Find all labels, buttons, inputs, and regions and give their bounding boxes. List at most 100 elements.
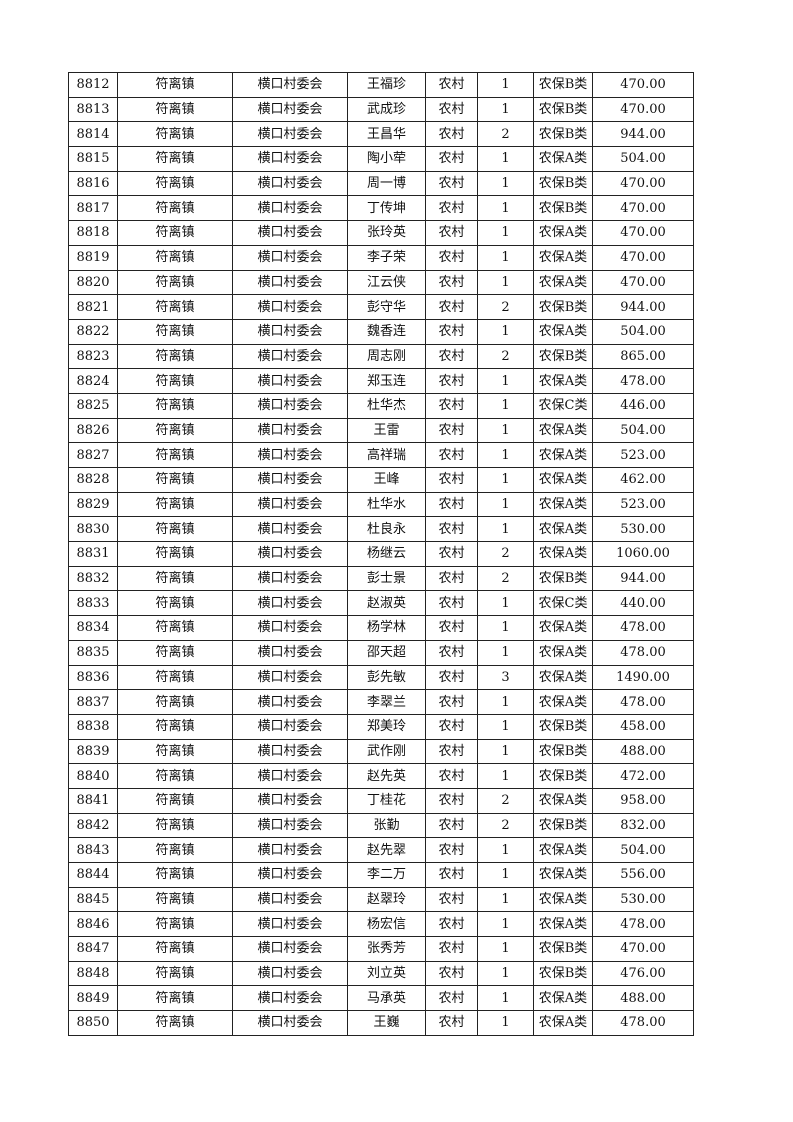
insurance-category-cell: 农保A类: [533, 689, 593, 715]
row-number-cell: 8820: [68, 269, 118, 296]
village-committee-cell: 横口村委会: [232, 269, 348, 296]
village-committee-cell: 横口村委会: [232, 639, 348, 666]
amount-cell: 476.00: [592, 960, 694, 987]
people-count-cell: 2: [477, 294, 534, 320]
village-committee-cell: 横口村委会: [232, 491, 348, 518]
people-count-cell: 1: [477, 96, 534, 123]
row-number-cell: 8850: [68, 1010, 118, 1036]
name-cell: 彭先敏: [347, 664, 426, 691]
table-row: 8816 符离镇 横口村委会 周一博 农村 1 农保B类 470.00: [68, 170, 694, 197]
household-type-cell: 农村: [425, 96, 478, 123]
amount-cell: 530.00: [592, 516, 694, 543]
town-cell: 符离镇: [117, 146, 233, 172]
household-type-cell: 农村: [425, 911, 478, 938]
town-cell: 符离镇: [117, 689, 233, 715]
insurance-category-cell: 农保A类: [533, 615, 593, 641]
row-number-cell: 8830: [68, 516, 118, 543]
town-cell: 符离镇: [117, 244, 233, 271]
village-committee-cell: 横口村委会: [232, 343, 348, 370]
people-count-cell: 3: [477, 664, 534, 691]
table-row: 8846 符离镇 横口村委会 杨宏信 农村 1 农保A类 478.00: [68, 911, 694, 938]
people-count-cell: 1: [477, 146, 534, 172]
town-cell: 符离镇: [117, 812, 233, 839]
name-cell: 丁传坤: [347, 195, 426, 222]
row-number-cell: 8837: [68, 689, 118, 715]
people-count-cell: 1: [477, 960, 534, 987]
town-cell: 符离镇: [117, 516, 233, 543]
people-count-cell: 1: [477, 368, 534, 394]
town-cell: 符离镇: [117, 985, 233, 1012]
table-row: 8815 符离镇 横口村委会 陶小荦 农村 1 农保A类 504.00: [68, 146, 694, 172]
household-type-cell: 农村: [425, 368, 478, 394]
village-committee-cell: 横口村委会: [232, 392, 348, 419]
household-type-cell: 农村: [425, 862, 478, 888]
household-type-cell: 农村: [425, 590, 478, 617]
people-count-cell: 2: [477, 812, 534, 839]
table-row: 8842 符离镇 横口村委会 张勤 农村 2 农保B类 832.00: [68, 812, 694, 839]
name-cell: 武成珍: [347, 96, 426, 123]
row-number-cell: 8832: [68, 565, 118, 592]
household-type-cell: 农村: [425, 960, 478, 987]
village-committee-cell: 横口村委会: [232, 417, 348, 444]
amount-cell: 1060.00: [592, 541, 694, 567]
household-type-cell: 农村: [425, 985, 478, 1012]
name-cell: 彭士景: [347, 565, 426, 592]
people-count-cell: 1: [477, 590, 534, 617]
insurance-category-cell: 农保A类: [533, 787, 593, 814]
household-type-cell: 农村: [425, 220, 478, 246]
table-row: 8820 符离镇 横口村委会 江云侠 农村 1 农保A类 470.00: [68, 269, 694, 296]
household-type-cell: 农村: [425, 72, 478, 98]
household-type-cell: 农村: [425, 738, 478, 765]
household-type-cell: 农村: [425, 442, 478, 468]
household-type-cell: 农村: [425, 121, 478, 148]
name-cell: 周一博: [347, 170, 426, 197]
village-committee-cell: 横口村委会: [232, 318, 348, 345]
people-count-cell: 2: [477, 565, 534, 592]
table-row: 8813 符离镇 横口村委会 武成珍 农村 1 农保B类 470.00: [68, 96, 694, 123]
table-row: 8818 符离镇 横口村委会 张玲英 农村 1 农保A类 470.00: [68, 220, 694, 246]
name-cell: 王雷: [347, 417, 426, 444]
name-cell: 周志刚: [347, 343, 426, 370]
row-number-cell: 8826: [68, 417, 118, 444]
name-cell: 郑玉连: [347, 368, 426, 394]
row-number-cell: 8828: [68, 467, 118, 493]
amount-cell: 478.00: [592, 615, 694, 641]
name-cell: 王巍: [347, 1010, 426, 1036]
household-type-cell: 农村: [425, 170, 478, 197]
table-row: 8850 符离镇 横口村委会 王巍 农村 1 农保A类 478.00: [68, 1010, 694, 1036]
village-committee-cell: 横口村委会: [232, 837, 348, 863]
household-type-cell: 农村: [425, 541, 478, 567]
table-row: 8832 符离镇 横口村委会 彭士景 农村 2 农保B类 944.00: [68, 565, 694, 592]
household-type-cell: 农村: [425, 343, 478, 370]
amount-cell: 470.00: [592, 195, 694, 222]
table-row: 8821 符离镇 横口村委会 彭守华 农村 2 农保B类 944.00: [68, 294, 694, 320]
village-committee-cell: 横口村委会: [232, 368, 348, 394]
insurance-category-cell: 农保B类: [533, 960, 593, 987]
people-count-cell: 1: [477, 713, 534, 740]
village-committee-cell: 横口村委会: [232, 689, 348, 715]
insurance-category-cell: 农保A类: [533, 244, 593, 271]
table-row: 8848 符离镇 横口村委会 刘立英 农村 1 农保B类 476.00: [68, 960, 694, 987]
people-count-cell: 1: [477, 1010, 534, 1036]
amount-cell: 472.00: [592, 763, 694, 789]
table-row: 8847 符离镇 横口村委会 张秀芳 农村 1 农保B类 470.00: [68, 936, 694, 962]
household-type-cell: 农村: [425, 244, 478, 271]
name-cell: 王福珍: [347, 72, 426, 98]
insurance-category-cell: 农保B类: [533, 763, 593, 789]
people-count-cell: 1: [477, 269, 534, 296]
household-type-cell: 农村: [425, 664, 478, 691]
village-committee-cell: 横口村委会: [232, 96, 348, 123]
table-row: 8824 符离镇 横口村委会 郑玉连 农村 1 农保A类 478.00: [68, 368, 694, 394]
amount-cell: 470.00: [592, 170, 694, 197]
insurance-category-cell: 农保A类: [533, 639, 593, 666]
row-number-cell: 8844: [68, 862, 118, 888]
amount-cell: 832.00: [592, 812, 694, 839]
row-number-cell: 8842: [68, 812, 118, 839]
table-row: 8844 符离镇 横口村委会 李二万 农村 1 农保A类 556.00: [68, 862, 694, 888]
row-number-cell: 8834: [68, 615, 118, 641]
town-cell: 符离镇: [117, 590, 233, 617]
town-cell: 符离镇: [117, 664, 233, 691]
insurance-category-cell: 农保A类: [533, 541, 593, 567]
name-cell: 张玲英: [347, 220, 426, 246]
row-number-cell: 8846: [68, 911, 118, 938]
